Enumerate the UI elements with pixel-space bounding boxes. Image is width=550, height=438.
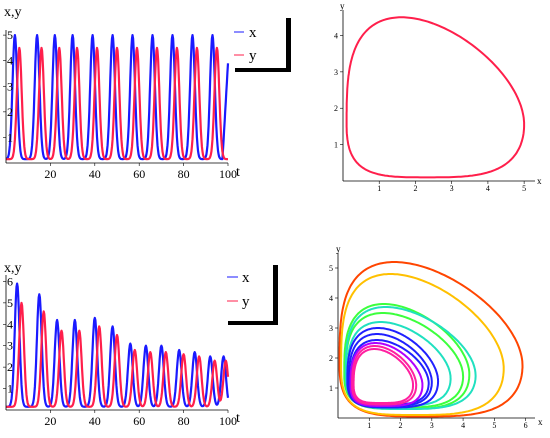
p3-ytick-label: 4 xyxy=(329,294,333,303)
p3-orbit-0-0 xyxy=(338,261,524,418)
phase-portrait-bottom: 1 2 3 4 5 6 1 2 3 4 5 y x xyxy=(329,244,543,430)
p3-xlabel: x xyxy=(538,417,543,427)
p2-xtick-label: 20 xyxy=(44,414,56,428)
p0-ticks: 20 40 60 80 100 1 2 3 4 5 xyxy=(3,28,237,181)
p2-xtick-label: 80 xyxy=(178,414,190,428)
p1-xtick-label: 3 xyxy=(450,184,454,193)
p2-xtick-label: 60 xyxy=(133,414,145,428)
phase-portrait-top: 1 2 3 4 5 1 2 3 4 y x xyxy=(334,1,542,193)
p2-ylabel: x,y xyxy=(4,261,22,276)
p1-orbit-0-0 xyxy=(345,16,526,179)
p1-xtick-label: 5 xyxy=(522,184,526,193)
p3-orbit-5-0 xyxy=(349,342,424,407)
p0-xtick-label: 100 xyxy=(219,167,237,181)
p3-orbit-3-0 xyxy=(344,306,477,410)
p1-ytick-label: 3 xyxy=(334,68,338,77)
p0-xtick-label: 80 xyxy=(178,167,190,181)
p3-xtick-label: 2 xyxy=(399,421,403,430)
p3-ytick-label: 1 xyxy=(329,384,333,393)
p0-ytick-label: 4 xyxy=(7,54,13,68)
p2-xlabel: t xyxy=(236,411,240,426)
p0-ytick-label: 1 xyxy=(7,130,13,144)
p0-legend-box xyxy=(230,14,286,68)
time-series-bottom: 20 40 60 80 100 1 2 3 4 5 6 x,y t x y xyxy=(3,261,278,428)
p3-xtick-label: 1 xyxy=(367,421,371,430)
p1-xtick-label: 2 xyxy=(413,184,417,193)
p1-ytick-label: 2 xyxy=(334,104,338,113)
p0-legend: x y xyxy=(230,14,291,72)
p2-ytick-label: 3 xyxy=(7,339,13,353)
p1-ytick-label: 4 xyxy=(334,31,338,40)
p0-xtick-label: 40 xyxy=(89,167,101,181)
p0-legend-x-label: x xyxy=(249,25,257,41)
p3-ylabel: y xyxy=(336,244,341,254)
p3-xtick-label: 6 xyxy=(524,421,528,430)
p0-series-x xyxy=(5,33,230,161)
p2-legend: x y xyxy=(223,261,278,325)
p0-xtick-label: 20 xyxy=(44,167,56,181)
p2-legend-y-label: y xyxy=(242,294,250,310)
p2-series-y xyxy=(5,301,230,408)
p2-ytick-label: 2 xyxy=(7,360,13,374)
p3-orbit-6-1 xyxy=(352,348,414,404)
p1-ylabel: y xyxy=(340,1,345,11)
p2-xtick-label: 100 xyxy=(219,414,237,428)
p3-ytick-label: 2 xyxy=(329,354,333,363)
p2-ytick-label: 6 xyxy=(7,274,13,288)
p1-curves xyxy=(345,16,526,179)
p0-ytick-label: 5 xyxy=(7,28,13,42)
p3-orbit-1-0 xyxy=(340,273,505,416)
p0-xlabel: t xyxy=(236,165,240,180)
p1-xtick-label: 1 xyxy=(377,184,381,193)
p3-orbit-6-0 xyxy=(351,345,418,406)
p1-xtick-label: 4 xyxy=(486,184,490,193)
p3-xtick-label: 4 xyxy=(461,421,465,430)
p2-legend-x-label: x xyxy=(242,270,250,286)
p0-ytick-label: 3 xyxy=(7,79,13,93)
p0-ylabel: x,y xyxy=(4,5,22,20)
time-series-top: 20 40 60 80 100 1 2 3 4 5 x,y t x y xyxy=(3,5,291,181)
p2-ytick-label: 1 xyxy=(7,382,13,396)
p0-ytick-label: 2 xyxy=(7,105,13,119)
p3-xtick-label: 5 xyxy=(492,421,496,430)
p2-curves xyxy=(5,282,230,408)
p2-ticks: 20 40 60 80 100 1 2 3 4 5 6 xyxy=(3,274,237,428)
p2-ytick-label: 4 xyxy=(7,317,13,331)
p1-ytick-label: 1 xyxy=(334,141,338,150)
p2-series-x xyxy=(5,282,230,408)
p3-ytick-label: 3 xyxy=(329,324,333,333)
p2-xtick-label: 40 xyxy=(89,414,101,428)
p0-xtick-label: 60 xyxy=(133,167,145,181)
p3-curves xyxy=(338,261,524,418)
p1-xlabel: x xyxy=(537,176,542,186)
p3-ytick-label: 5 xyxy=(329,264,333,273)
p3-orbit-4-0 xyxy=(346,327,440,409)
p3-orbit-4-1 xyxy=(347,333,433,407)
p2-ytick-label: 5 xyxy=(7,296,13,310)
p0-series-y xyxy=(5,46,229,161)
p3-ticks: 1 2 3 4 5 6 1 2 3 4 5 xyxy=(329,264,528,430)
p2-legend-box xyxy=(223,261,273,321)
p0-legend-y-label: y xyxy=(249,48,257,64)
p0-curves xyxy=(5,33,230,161)
p1-ticks: 1 2 3 4 5 1 2 3 4 xyxy=(334,31,526,193)
p3-xtick-label: 3 xyxy=(430,421,434,430)
